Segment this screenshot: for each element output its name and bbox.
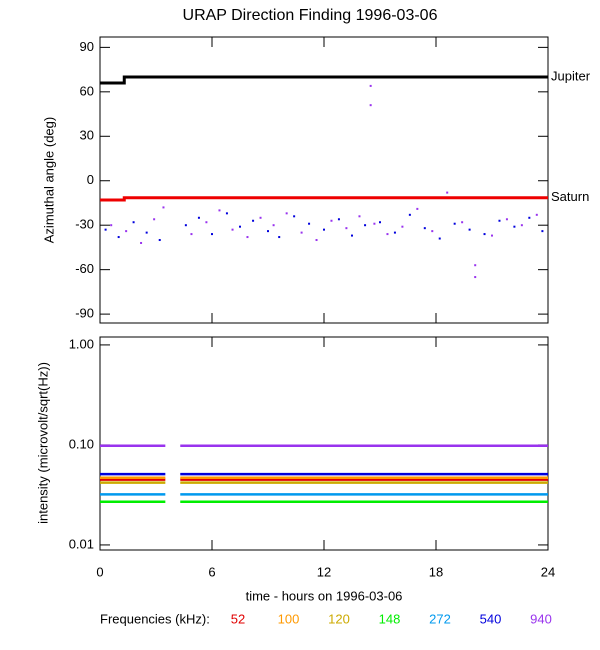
legend-title: Frequencies (kHz):: [100, 611, 210, 626]
chart-title: URAP Direction Finding 1996-03-06: [183, 7, 438, 24]
legend-label: 120: [328, 611, 350, 626]
x-tick-label: 6: [208, 564, 215, 579]
data-point: [386, 233, 389, 236]
data-point: [461, 221, 464, 224]
data-point: [438, 237, 441, 240]
legend-label: 540: [480, 611, 502, 626]
series-label: Saturn: [551, 189, 589, 204]
series-label: Jupiter: [551, 68, 591, 83]
data-point: [239, 225, 241, 228]
data-point: [520, 224, 523, 227]
data-point: [351, 234, 353, 237]
data-point: [252, 219, 255, 222]
data-point: [541, 230, 544, 233]
data-point: [330, 219, 333, 222]
y-axis-label: Azimuthal angle (deg): [41, 117, 56, 243]
data-point: [369, 104, 372, 107]
data-point: [285, 212, 288, 215]
legend-label: 148: [379, 611, 401, 626]
y-tick-label: 1.00: [69, 336, 94, 351]
data-point: [358, 215, 361, 218]
data-point: [158, 239, 161, 242]
y-tick-label: -60: [75, 261, 94, 276]
y-tick-label: 0: [87, 172, 94, 187]
data-point: [231, 228, 234, 231]
data-point: [416, 207, 419, 210]
data-point: [308, 222, 311, 225]
data-point: [125, 230, 128, 233]
data-point: [300, 231, 303, 234]
y-axis-label: intensity (microvolt/sqrt(Hz)): [35, 362, 50, 524]
data-point: [423, 227, 426, 230]
x-tick-label: 24: [541, 564, 555, 579]
data-point: [337, 218, 340, 221]
series-line: [100, 196, 548, 202]
data-point: [369, 84, 372, 87]
y-tick-label: 0.10: [69, 436, 94, 451]
y-tick-label: 0.01: [69, 536, 94, 551]
y-tick-label: 30: [80, 128, 94, 143]
data-point: [293, 215, 296, 218]
x-tick-label: 12: [317, 564, 331, 579]
data-point: [278, 236, 281, 239]
data-point: [132, 221, 135, 224]
data-point: [117, 236, 120, 239]
data-point: [535, 213, 538, 216]
data-point: [498, 219, 501, 222]
data-point: [446, 191, 449, 194]
x-tick-label: 0: [96, 564, 103, 579]
data-point: [184, 224, 187, 227]
plot-frame: [99, 36, 549, 324]
data-point: [267, 230, 269, 233]
x-tick-label: 18: [429, 564, 443, 579]
data-point: [364, 224, 367, 227]
data-point: [379, 221, 381, 224]
data-point: [474, 264, 477, 267]
legend-label: 940: [530, 611, 552, 626]
data-point: [408, 213, 411, 216]
series-line: [100, 75, 548, 85]
data-point: [505, 218, 508, 221]
data-point: [431, 230, 434, 233]
y-tick-label: 90: [80, 39, 94, 54]
y-tick-label: 60: [80, 83, 94, 98]
data-point: [218, 209, 221, 212]
data-point: [483, 233, 486, 236]
data-point: [211, 233, 213, 236]
data-point: [140, 241, 143, 244]
y-tick-label: -30: [75, 217, 94, 232]
data-point: [513, 225, 516, 228]
data-point: [246, 236, 249, 239]
data-point: [315, 239, 318, 242]
x-axis-label: time - hours on 1996-03-06: [246, 588, 403, 603]
data-point: [197, 216, 200, 219]
legend-label: 100: [278, 611, 300, 626]
data-point: [491, 234, 493, 237]
data-point: [162, 206, 165, 209]
data-point: [468, 228, 471, 231]
data-point: [393, 231, 396, 234]
data-point: [104, 228, 107, 231]
data-point: [205, 221, 208, 224]
y-tick-label: -90: [75, 306, 94, 321]
data-point: [345, 227, 348, 230]
data-point: [453, 222, 456, 225]
data-point: [373, 222, 376, 225]
data-point: [323, 228, 325, 231]
data-point: [225, 212, 228, 215]
plot-frame: [99, 336, 549, 551]
data-point: [528, 216, 531, 219]
legend-label: 272: [429, 611, 451, 626]
data-point: [153, 218, 156, 221]
legend-label: 52: [231, 611, 245, 626]
data-point: [145, 231, 148, 234]
data-point: [190, 233, 193, 236]
data-point: [259, 216, 262, 219]
data-point: [272, 224, 275, 227]
data-point: [401, 225, 404, 228]
data-point: [110, 224, 113, 227]
data-point: [474, 276, 477, 279]
